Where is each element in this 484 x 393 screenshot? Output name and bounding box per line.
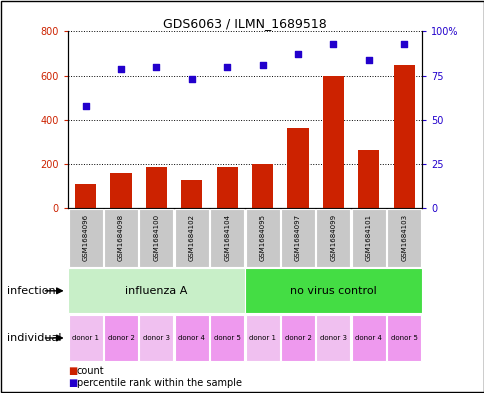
Point — [258, 62, 266, 68]
Point — [117, 65, 124, 72]
Point — [329, 40, 336, 47]
Text: donor 4: donor 4 — [178, 335, 205, 341]
Text: GSM1684103: GSM1684103 — [400, 214, 407, 261]
Bar — [245, 315, 279, 361]
Text: donor 3: donor 3 — [319, 335, 346, 341]
Bar — [287, 128, 308, 208]
Text: GSM1684100: GSM1684100 — [153, 214, 159, 261]
Bar — [280, 209, 315, 266]
Bar — [393, 64, 414, 208]
Text: donor 2: donor 2 — [284, 335, 311, 341]
Bar — [110, 173, 131, 208]
Text: influenza A: influenza A — [125, 286, 187, 296]
Text: count: count — [76, 366, 104, 376]
Bar — [146, 167, 166, 208]
Bar — [316, 315, 350, 361]
Bar — [244, 268, 421, 314]
Bar — [351, 315, 385, 361]
Bar — [280, 315, 315, 361]
Bar — [104, 209, 138, 266]
Text: individual: individual — [7, 333, 61, 343]
Text: donor 5: donor 5 — [390, 335, 417, 341]
Bar — [386, 209, 421, 266]
Bar — [68, 209, 103, 266]
Text: GSM1684096: GSM1684096 — [82, 214, 89, 261]
Bar — [216, 167, 237, 208]
Text: no virus control: no virus control — [289, 286, 376, 296]
Point — [399, 40, 407, 47]
Text: GSM1684104: GSM1684104 — [224, 214, 230, 261]
Text: GSM1684095: GSM1684095 — [259, 214, 265, 261]
Bar — [174, 315, 209, 361]
Bar — [210, 209, 244, 266]
Bar — [316, 209, 350, 266]
Bar — [351, 209, 385, 266]
Text: GSM1684102: GSM1684102 — [188, 214, 195, 261]
Bar — [358, 150, 378, 208]
Text: percentile rank within the sample: percentile rank within the sample — [76, 378, 241, 388]
Text: ■: ■ — [68, 366, 77, 376]
Bar — [210, 315, 244, 361]
Text: GSM1684101: GSM1684101 — [365, 214, 371, 261]
Text: GSM1684098: GSM1684098 — [118, 214, 124, 261]
Bar — [245, 209, 279, 266]
Text: ■: ■ — [68, 378, 77, 388]
Bar — [68, 268, 244, 314]
Point — [293, 51, 301, 57]
Point — [187, 76, 195, 83]
Text: donor 5: donor 5 — [213, 335, 240, 341]
Text: GSM1684097: GSM1684097 — [294, 214, 301, 261]
Bar — [386, 315, 421, 361]
Bar — [75, 184, 96, 208]
Text: donor 3: donor 3 — [143, 335, 169, 341]
Point — [364, 57, 372, 63]
Bar — [322, 75, 343, 208]
Text: donor 4: donor 4 — [355, 335, 381, 341]
Bar — [174, 209, 209, 266]
Bar — [104, 315, 138, 361]
Text: donor 1: donor 1 — [72, 335, 99, 341]
Bar — [139, 315, 173, 361]
Title: GDS6063 / ILMN_1689518: GDS6063 / ILMN_1689518 — [163, 17, 326, 30]
Text: infection: infection — [7, 286, 56, 296]
Point — [152, 64, 160, 70]
Text: donor 1: donor 1 — [249, 335, 275, 341]
Bar — [139, 209, 173, 266]
Point — [81, 103, 89, 109]
Bar — [181, 180, 202, 208]
Point — [223, 64, 230, 70]
Bar — [252, 164, 272, 208]
Text: GSM1684099: GSM1684099 — [330, 214, 336, 261]
Text: donor 2: donor 2 — [107, 335, 134, 341]
Bar — [68, 315, 103, 361]
